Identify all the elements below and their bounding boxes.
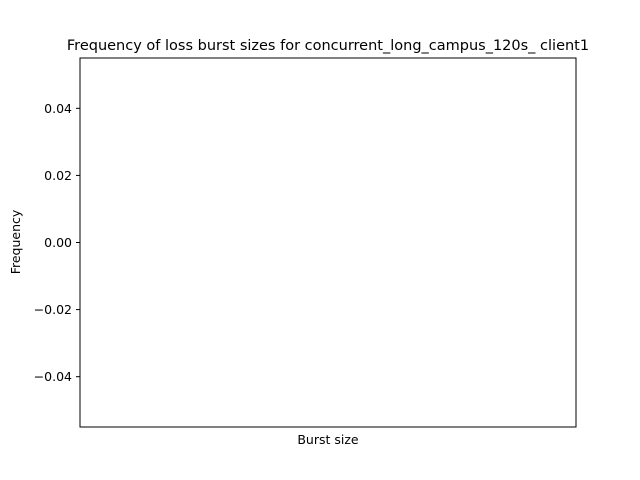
axes-frame xyxy=(79,57,577,428)
y-tick-label: −0.04 xyxy=(34,369,72,384)
y-tick-label: 0.02 xyxy=(44,168,72,183)
y-tick-label: 0.04 xyxy=(44,101,72,116)
y-tick-label: −0.02 xyxy=(34,302,72,317)
plot-area: −0.04 −0.02 0.00 0.02 0.04 xyxy=(34,57,577,428)
y-axis-ticks: −0.04 −0.02 0.00 0.02 0.04 xyxy=(34,101,80,384)
y-axis-label: Frequency xyxy=(8,209,23,274)
y-tick-label: 0.00 xyxy=(44,235,72,250)
x-axis-label: Burst size xyxy=(297,432,359,447)
chart-title: Frequency of loss burst sizes for concur… xyxy=(67,38,589,54)
